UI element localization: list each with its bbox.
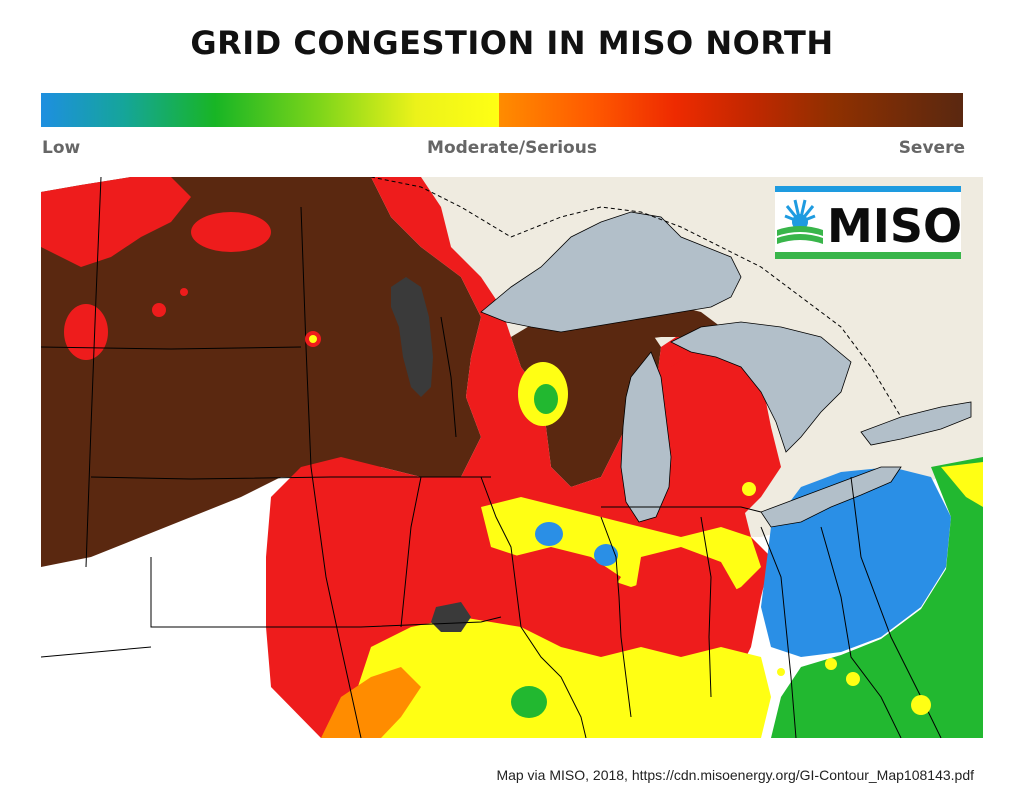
low-pocket-wisconsin: [534, 384, 558, 414]
extreme-zone-minnesota: [391, 277, 433, 397]
lake-erie: [760, 466, 902, 528]
state-borders: [41, 177, 942, 738]
border-line-15: [440, 316, 457, 438]
border-line-6: [41, 646, 152, 658]
severe-zone-west: [41, 177, 481, 567]
high-zone-illinois-inner: [511, 547, 621, 617]
hotspot: [152, 303, 166, 317]
border-line-10: [700, 516, 712, 698]
page-title: GRID CONGESTION IN MISO NORTH: [190, 24, 834, 62]
legend-gradient-serious-severe: [499, 93, 963, 127]
serious-zone-south: [321, 667, 421, 738]
hotspot: [825, 658, 837, 670]
hotspot: [777, 668, 785, 676]
lake-ontario: [860, 401, 972, 446]
logo-bottom-band: [775, 252, 961, 259]
border-line-12: [820, 526, 902, 738]
color-scale-legend: [41, 93, 963, 127]
border-line-3: [300, 206, 362, 738]
border-line-9: [601, 506, 762, 513]
sun-circle: [792, 214, 808, 230]
high-zone-indiana-inner: [636, 547, 741, 632]
source-credit: Map via MISO, 2018, https://cdn.misoener…: [496, 767, 974, 783]
high-blob-north: [191, 212, 271, 252]
severe-zone-wisconsin: [511, 297, 661, 487]
border-line-14: [400, 476, 422, 628]
high-zone-michigan: [661, 347, 781, 522]
hotspot: [742, 482, 756, 496]
miso-sunrise-logo-icon: MISO: [775, 186, 961, 259]
high-blob-north-dakota: [41, 177, 191, 267]
low-pocket-illinois-1: [535, 522, 563, 546]
hotspot: [309, 335, 317, 343]
sun-rays-icon: [784, 199, 816, 230]
hotspot: [180, 288, 188, 296]
low-pocket-illinois-2: [594, 544, 618, 566]
border-line-2: [41, 346, 302, 350]
border-line-7: [480, 476, 587, 738]
border-line-1: [85, 177, 102, 568]
lake-michigan: [620, 351, 672, 523]
lake-huron: [670, 321, 852, 453]
map-svg: [41, 177, 983, 738]
legend-moderate-label: Moderate/Serious: [427, 138, 597, 158]
logo-top-band: [775, 186, 961, 192]
border-line-11: [760, 526, 797, 738]
logo-wordmark: MISO: [827, 199, 961, 253]
hotspot: [911, 695, 931, 715]
congestion-map: [41, 177, 983, 738]
logo-green-wave-1: [777, 226, 823, 236]
lake-superior: [480, 211, 742, 333]
border-line-4: [90, 476, 491, 480]
low-pocket-south: [511, 686, 547, 718]
moderate-zone-south: [341, 617, 771, 738]
congestion-hotspots: [152, 288, 931, 715]
legend-low-label: Low: [42, 138, 81, 158]
canada-border: [370, 177, 902, 418]
low-mid-zone-east: [771, 457, 983, 738]
border-line-8: [600, 516, 632, 718]
extreme-zone-iowa: [431, 602, 471, 632]
high-blob-nw: [64, 304, 108, 360]
hotspot: [846, 672, 860, 686]
border-line-5: [150, 557, 502, 628]
miso-logo: MISO: [775, 186, 961, 259]
moderate-zone-east-edge: [941, 462, 983, 507]
legend-severe-label: Severe: [898, 138, 965, 158]
logo-green-wave-2: [777, 234, 823, 244]
legend-gradient-low-moderate: [41, 93, 499, 127]
